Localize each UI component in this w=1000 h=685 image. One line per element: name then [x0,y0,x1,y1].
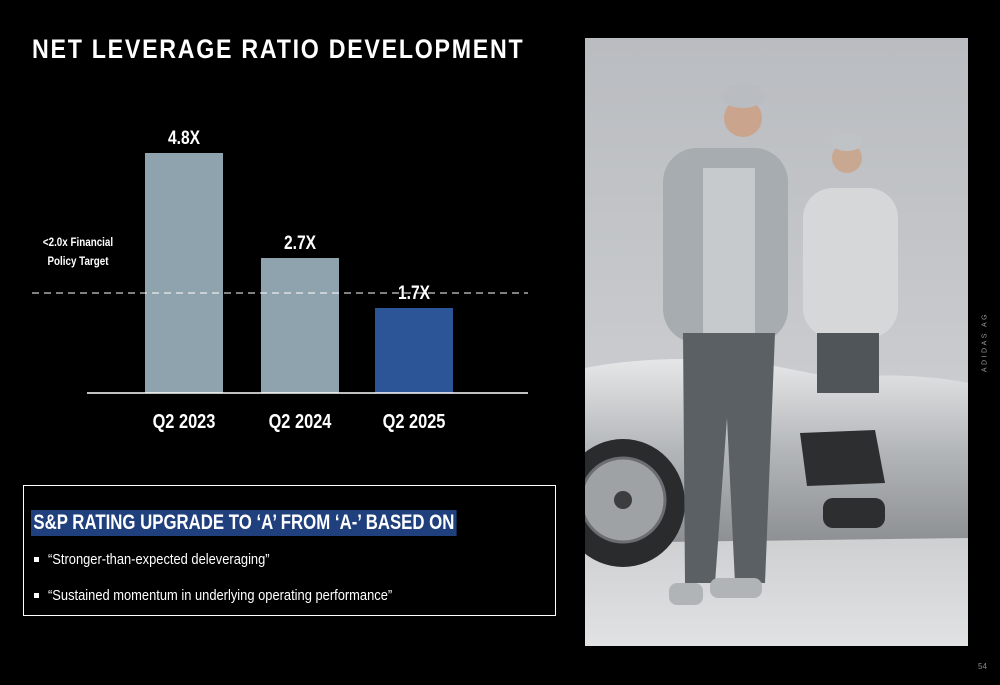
bar [145,153,223,393]
list-item: “Stronger-than-expected deleveraging” [34,550,448,568]
slide-title: NET LEVERAGE RATIO DEVELOPMENT [32,34,525,64]
category-tick-label: Q2 2025 [383,409,446,432]
bar-data-label: 4.8X [168,127,200,149]
bullet-square-icon [34,556,39,562]
reference-line-label: Policy Target [47,255,108,268]
reference-line-label: <2.0x Financial [43,236,113,249]
vertical-brand-label: ADIDAS AG [981,311,989,373]
bullet-text: “Stronger-than-expected deleveraging” [48,550,270,568]
rating-upgrade-heading: S&P RATING UPGRADE TO ‘A’ FROM ‘A-’ BASE… [31,510,457,536]
rating-reasons-list: “Stronger-than-expected deleveraging” “S… [34,550,448,622]
bullet-square-icon [34,592,39,598]
bar-data-label: 1.7X [398,282,430,304]
category-tick-label: Q2 2024 [269,409,333,432]
photo-models-with-vintage-race-car [585,38,968,646]
bar [375,308,453,393]
page-number: 54 [978,662,987,671]
bar [261,258,339,393]
bullet-text: “Sustained momentum in underlying operat… [48,586,393,604]
list-item: “Sustained momentum in underlying operat… [34,586,448,604]
rating-upgrade-box: S&P RATING UPGRADE TO ‘A’ FROM ‘A-’ BASE… [23,485,556,616]
category-tick-label: Q2 2023 [153,409,216,432]
photo-illustration [585,84,968,646]
leverage-bar-chart: 4.8X Q2 2023 2.7X Q2 2024 1.7X Q2 2025 <2.0x F… [32,127,528,432]
bar-data-label: 2.7X [284,232,316,254]
